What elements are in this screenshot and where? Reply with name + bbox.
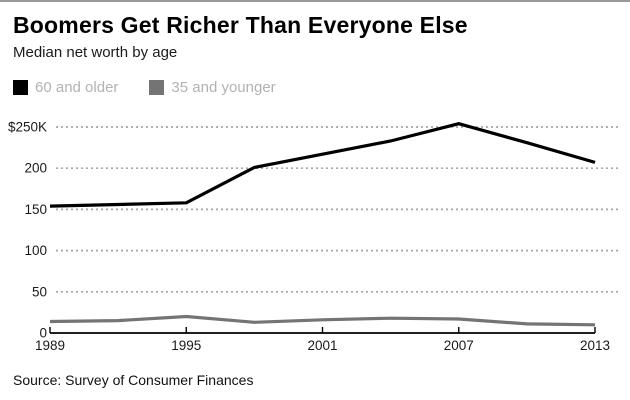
chart-title: Boomers Get Richer Than Everyone Else [13, 12, 468, 38]
series-line-60-and-older [49, 122, 596, 208]
x-tick-label: 1995 [171, 338, 201, 353]
series-line-35-and-younger [49, 314, 596, 327]
y-tick-label: 100 [24, 243, 47, 258]
x-tick-label: 2007 [444, 338, 474, 353]
y-tick-label: $250K [8, 120, 47, 135]
x-tick-label: 2013 [580, 338, 610, 353]
y-tick-label: 0 [39, 326, 47, 341]
legend-swatch-icon [13, 80, 28, 95]
legend-item: 35 and younger [149, 79, 276, 96]
legend-label: 35 and younger [171, 79, 276, 96]
top-border [0, 0, 630, 2]
legend: 60 and older 35 and younger [13, 79, 307, 96]
x-tick-label: 1989 [35, 338, 65, 353]
source-note: Source: Survey of Consumer Finances [13, 372, 254, 388]
legend-item: 60 and older [13, 79, 118, 96]
legend-label: 60 and older [35, 79, 119, 96]
chart-subtitle: Median net worth by age [13, 44, 178, 61]
y-tick-label: 200 [24, 161, 47, 176]
y-tick-label: 150 [24, 202, 47, 217]
x-tick-label: 2001 [307, 338, 337, 353]
legend-swatch-icon [149, 80, 165, 95]
y-tick-label: 50 [32, 284, 47, 299]
